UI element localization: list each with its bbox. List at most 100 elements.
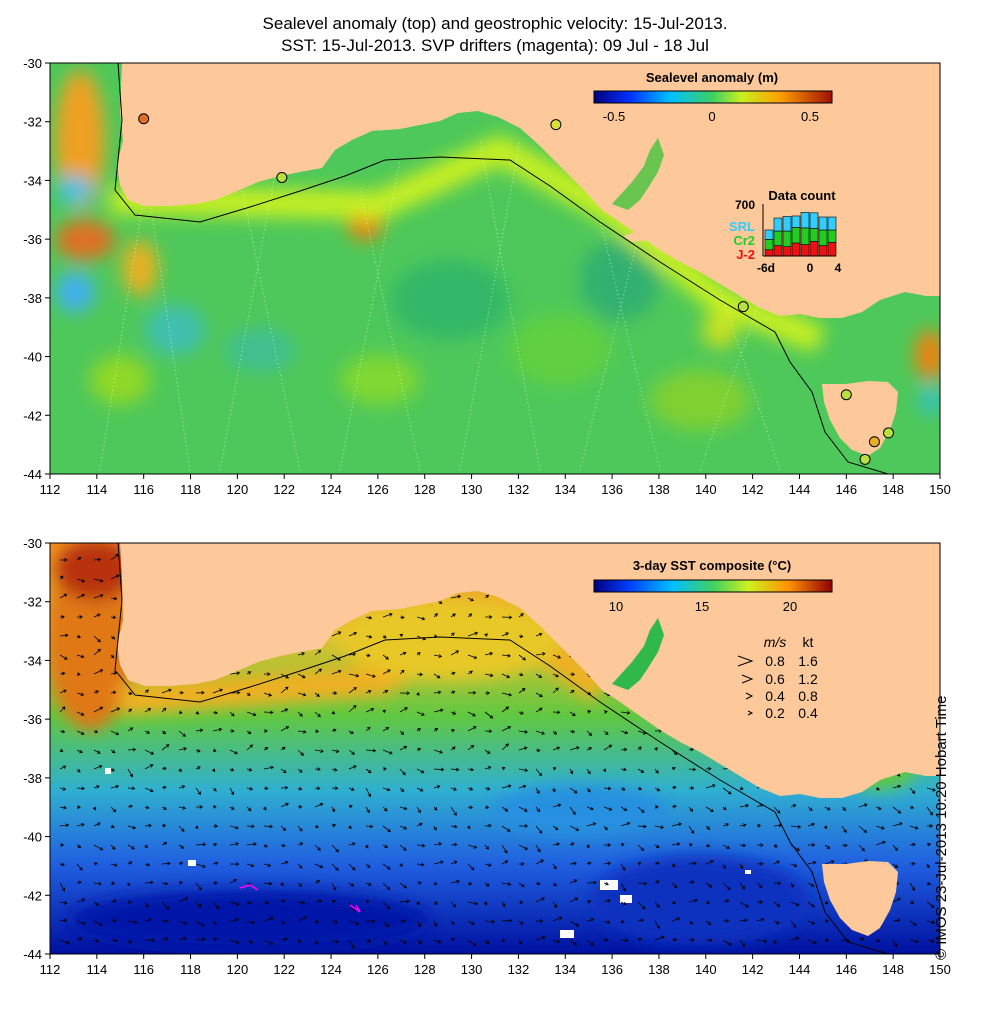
velocity-vector	[501, 844, 508, 854]
velocity-vector	[246, 863, 255, 868]
velocity-vector	[654, 844, 660, 848]
velocity-vector	[569, 787, 578, 794]
velocity-vector	[263, 729, 268, 733]
velocity-vector	[382, 901, 391, 910]
tide-gauge-marker	[859, 453, 871, 465]
velocity-vector	[602, 768, 607, 773]
velocity-vector	[484, 786, 491, 791]
velocity-vector	[76, 937, 83, 941]
velocity-vector	[569, 920, 580, 927]
velocity-vector	[569, 825, 580, 831]
velocity-vector	[365, 787, 371, 798]
velocity-vector	[314, 802, 324, 808]
x-tick-label: 118	[180, 962, 201, 977]
velocity-vector	[93, 578, 104, 583]
velocity-vector	[297, 825, 303, 832]
velocity-vector	[297, 916, 307, 922]
velocity-vector	[484, 651, 494, 656]
velocity-vector	[518, 784, 527, 789]
velocity-vector	[212, 881, 218, 885]
velocity-vector	[76, 711, 85, 716]
count-bar-cr2	[764, 239, 774, 251]
velocity-vector	[552, 825, 559, 831]
velocity-vector	[501, 706, 510, 713]
velocity-vector	[178, 747, 188, 751]
velocity-vector	[314, 786, 321, 791]
x-tick-label: 120	[227, 482, 249, 497]
velocity-vector	[127, 900, 132, 904]
velocity-vector	[399, 806, 408, 811]
velocity-vector	[263, 881, 273, 886]
velocity-vector	[926, 806, 933, 816]
y-tick-label: -44	[23, 467, 42, 482]
velocity-vector	[212, 937, 218, 942]
velocity-vector	[637, 786, 643, 791]
velocity-vector	[620, 919, 625, 923]
velocity-vector	[841, 806, 847, 811]
velocity-vector	[263, 746, 269, 751]
velocity-vector	[195, 728, 204, 733]
velocity-vector	[161, 937, 169, 941]
velocity-vector	[552, 882, 557, 887]
velocity-vector	[59, 918, 68, 923]
velocity-vector	[858, 803, 868, 808]
velocity-vector	[484, 805, 490, 810]
velocity-vector	[450, 879, 461, 884]
velocity-vector	[909, 805, 915, 810]
velocity-vector	[382, 806, 388, 812]
velocity-vector	[76, 556, 82, 561]
velocity-vector	[365, 900, 370, 904]
velocity-vector	[688, 825, 695, 834]
velocity-vector	[620, 806, 628, 811]
velocity-vector	[926, 920, 936, 925]
velocity-vector	[348, 673, 360, 678]
velocity-vector	[76, 634, 82, 639]
velocity-vector	[705, 938, 713, 943]
count-bar-cr2	[809, 228, 819, 242]
velocity-vector	[722, 899, 730, 903]
tasmania-sst	[822, 861, 898, 936]
sla-tick-pos: 0.5	[801, 109, 819, 124]
velocity-vector	[229, 862, 240, 866]
velocity-vector	[144, 708, 152, 713]
velocity-vector	[552, 863, 557, 870]
velocity-vector	[824, 860, 835, 865]
velocity-vector	[722, 863, 726, 870]
velocity-vector	[331, 823, 337, 828]
velocity-vector	[314, 749, 324, 753]
velocity-vector	[314, 863, 324, 869]
velocity-vector	[195, 766, 201, 770]
velocity-vector	[331, 710, 336, 715]
count-bar-cr2	[791, 227, 801, 244]
velocity-vector	[603, 861, 612, 866]
velocity-vector	[365, 673, 376, 678]
velocity-vector	[416, 880, 423, 885]
velocity-vector	[688, 806, 693, 813]
velocity-vector	[194, 825, 199, 830]
legend-j2: J-2	[736, 247, 755, 262]
velocity-vector	[93, 690, 100, 694]
velocity-vector	[433, 842, 443, 846]
velocity-vector	[110, 899, 117, 903]
velocity-vector	[416, 822, 423, 827]
velocity-vector	[671, 785, 677, 790]
count-bar-j2	[800, 244, 810, 257]
velocity-vector	[263, 710, 274, 715]
velocity-vector	[552, 687, 559, 694]
x-tick-label: 138	[648, 962, 670, 977]
velocity-vector	[195, 882, 202, 891]
velocity-vector	[892, 863, 899, 868]
velocity-vector	[722, 787, 732, 795]
velocity-vector	[926, 881, 931, 886]
velocity-vector	[909, 861, 916, 866]
velocity-vector	[467, 920, 475, 925]
velocity-vector	[739, 843, 747, 848]
sst-tick-20: 20	[783, 599, 797, 614]
velocity-vector	[637, 918, 645, 923]
velocity-vector	[263, 806, 267, 811]
velocity-vector	[467, 631, 479, 637]
count-bar-srl	[827, 216, 837, 231]
velocity-vector	[59, 593, 68, 599]
data-count-max: 700	[735, 198, 755, 212]
velocity-vector	[76, 672, 81, 676]
